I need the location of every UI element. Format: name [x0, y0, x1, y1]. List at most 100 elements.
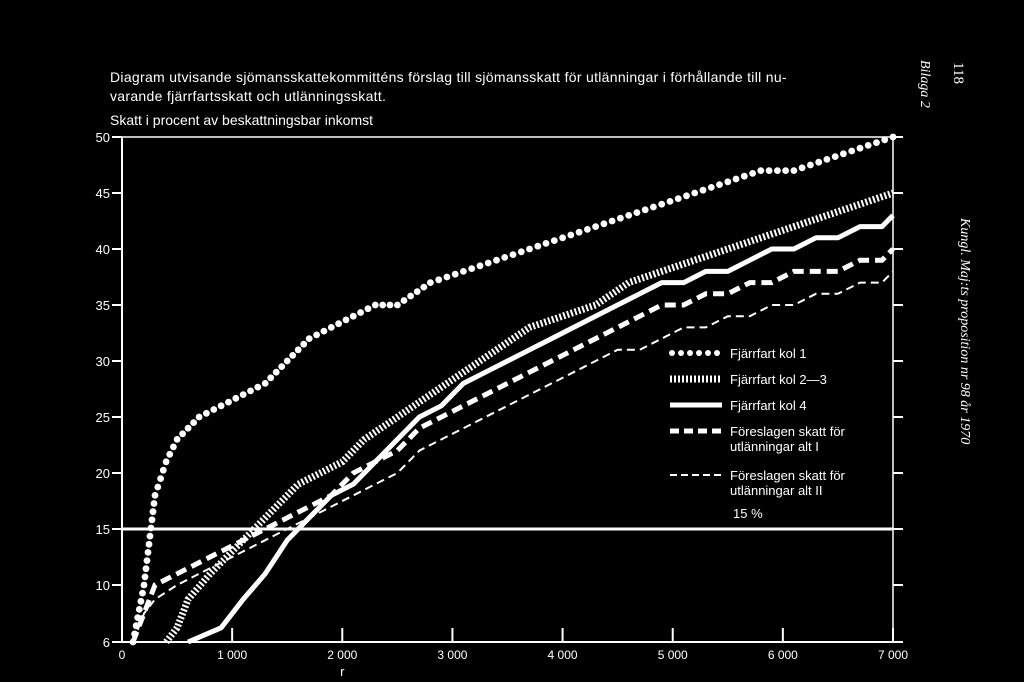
data-point-dot: [154, 483, 162, 491]
data-point-dot: [451, 270, 459, 278]
data-point-dot: [848, 147, 856, 155]
data-point-dot: [149, 508, 157, 516]
data-point-dot: [144, 549, 152, 556]
data-point-dot: [864, 142, 872, 149]
data-point-dot: [247, 387, 254, 395]
legend-swatch-thin-dashed: [670, 474, 722, 476]
data-point-dot: [889, 133, 897, 141]
legend-label: Fjärrfart kol 1: [730, 346, 807, 361]
x-tick-label: 4 000: [548, 648, 578, 662]
data-point-dot: [691, 189, 699, 197]
data-point-dot: [349, 312, 357, 320]
data-point-dot: [151, 492, 159, 499]
series-thin-dashed: [132, 270, 894, 643]
data-point-dot: [135, 606, 143, 613]
title-line-2: varande fjärrfartsskatt och utlänningssk…: [110, 88, 387, 104]
data-point-dot: [493, 256, 500, 264]
data-point-dot: [881, 136, 889, 144]
data-point-dot: [166, 450, 174, 458]
data-point-dot: [526, 245, 533, 253]
data-point-dot: [407, 292, 414, 300]
data-point-dot: [232, 394, 240, 402]
data-point-dot: [807, 161, 814, 169]
data-point-dot: [608, 217, 616, 225]
data-point-dot: [443, 273, 451, 281]
data-point-dot: [427, 279, 434, 286]
data-point-dot: [501, 254, 509, 261]
data-point-dot: [592, 223, 599, 231]
data-point-dot: [774, 167, 781, 175]
data-point-dot: [386, 301, 394, 309]
data-point-dot: [162, 458, 170, 466]
x-tick-label: 7 000: [878, 648, 908, 662]
data-point-dot: [272, 368, 280, 376]
data-point-dot: [517, 248, 525, 256]
data-point-dot: [559, 234, 566, 242]
legend-label: Föreslagen skatt för utlänningar alt II: [730, 468, 845, 498]
data-point-dot: [261, 380, 269, 387]
data-point-dot: [179, 430, 187, 438]
data-point-dot: [641, 206, 649, 214]
y-axis-label: Skatt i procent av beskattningsbar inkom…: [110, 112, 374, 128]
data-point-dot: [139, 589, 146, 597]
data-point-dot: [379, 301, 387, 309]
y-tick-label: 15: [96, 522, 110, 537]
y-tick-label: 10: [96, 578, 110, 593]
data-point-dot: [617, 214, 624, 222]
data-point-dot: [484, 259, 492, 267]
data-point-dot: [210, 406, 218, 413]
data-point-dot: [217, 402, 225, 410]
x-axis-label: r: [340, 664, 345, 679]
data-point-dot: [142, 565, 150, 573]
data-point-dot: [147, 524, 155, 532]
x-tick-label: 3 000: [437, 648, 467, 662]
data-point-dot: [782, 167, 789, 175]
data-point-dot: [732, 175, 740, 183]
data-point-dot: [716, 181, 723, 189]
data-point-dot: [225, 398, 232, 406]
data-point-dot: [567, 231, 575, 239]
data-point-dot: [413, 288, 421, 295]
data-point-dot: [575, 228, 583, 236]
legend-item: Fjärrfart kol 4: [668, 398, 898, 424]
data-point-dot: [159, 466, 167, 474]
data-point-dot: [394, 301, 401, 309]
legend-item: Fjärrfart kol 1: [668, 346, 898, 372]
data-point-dot: [157, 475, 165, 482]
data-point-dot: [823, 156, 831, 163]
y-tick-label: 50: [96, 130, 110, 145]
x-tick-label: 0: [119, 648, 126, 662]
y-tick-label: 6: [103, 635, 110, 650]
y-tick-label: 45: [96, 186, 110, 201]
data-point-dot: [600, 220, 608, 228]
legend-item: Föreslagen skatt för utlänningar alt I: [668, 424, 898, 468]
data-point-dot: [305, 335, 313, 342]
data-point-dot: [460, 268, 467, 275]
data-point-dot: [313, 331, 320, 339]
x-tick-label: 5 000: [658, 648, 688, 662]
data-point-dot: [699, 186, 707, 194]
y-tick-label: 40: [96, 242, 110, 257]
reference-line-label: 15 %: [733, 506, 763, 521]
data-point-dot: [674, 195, 682, 203]
legend-swatch-bold-dashed: [670, 428, 722, 434]
data-point-dot: [468, 265, 476, 272]
series-bold-dashed: [130, 247, 895, 643]
data-point-dot: [542, 240, 550, 247]
series-solid: [187, 213, 895, 645]
x-tick-label: 2 000: [327, 648, 357, 662]
data-point-dot: [148, 516, 156, 524]
data-point-dot: [815, 158, 823, 166]
data-point-dot: [342, 316, 350, 324]
data-point-dot: [757, 167, 765, 175]
data-point-dot: [509, 251, 517, 258]
legend-swatch-solid: [670, 402, 722, 408]
legend-label: Fjärrfart kol 4: [730, 398, 807, 413]
data-point-dot: [289, 352, 297, 359]
x-tick-label: 1 000: [217, 648, 247, 662]
data-point-dot: [625, 212, 633, 219]
data-point-dot: [143, 557, 151, 564]
data-point-dot: [790, 167, 798, 175]
legend-swatch-hatched: [670, 375, 722, 383]
